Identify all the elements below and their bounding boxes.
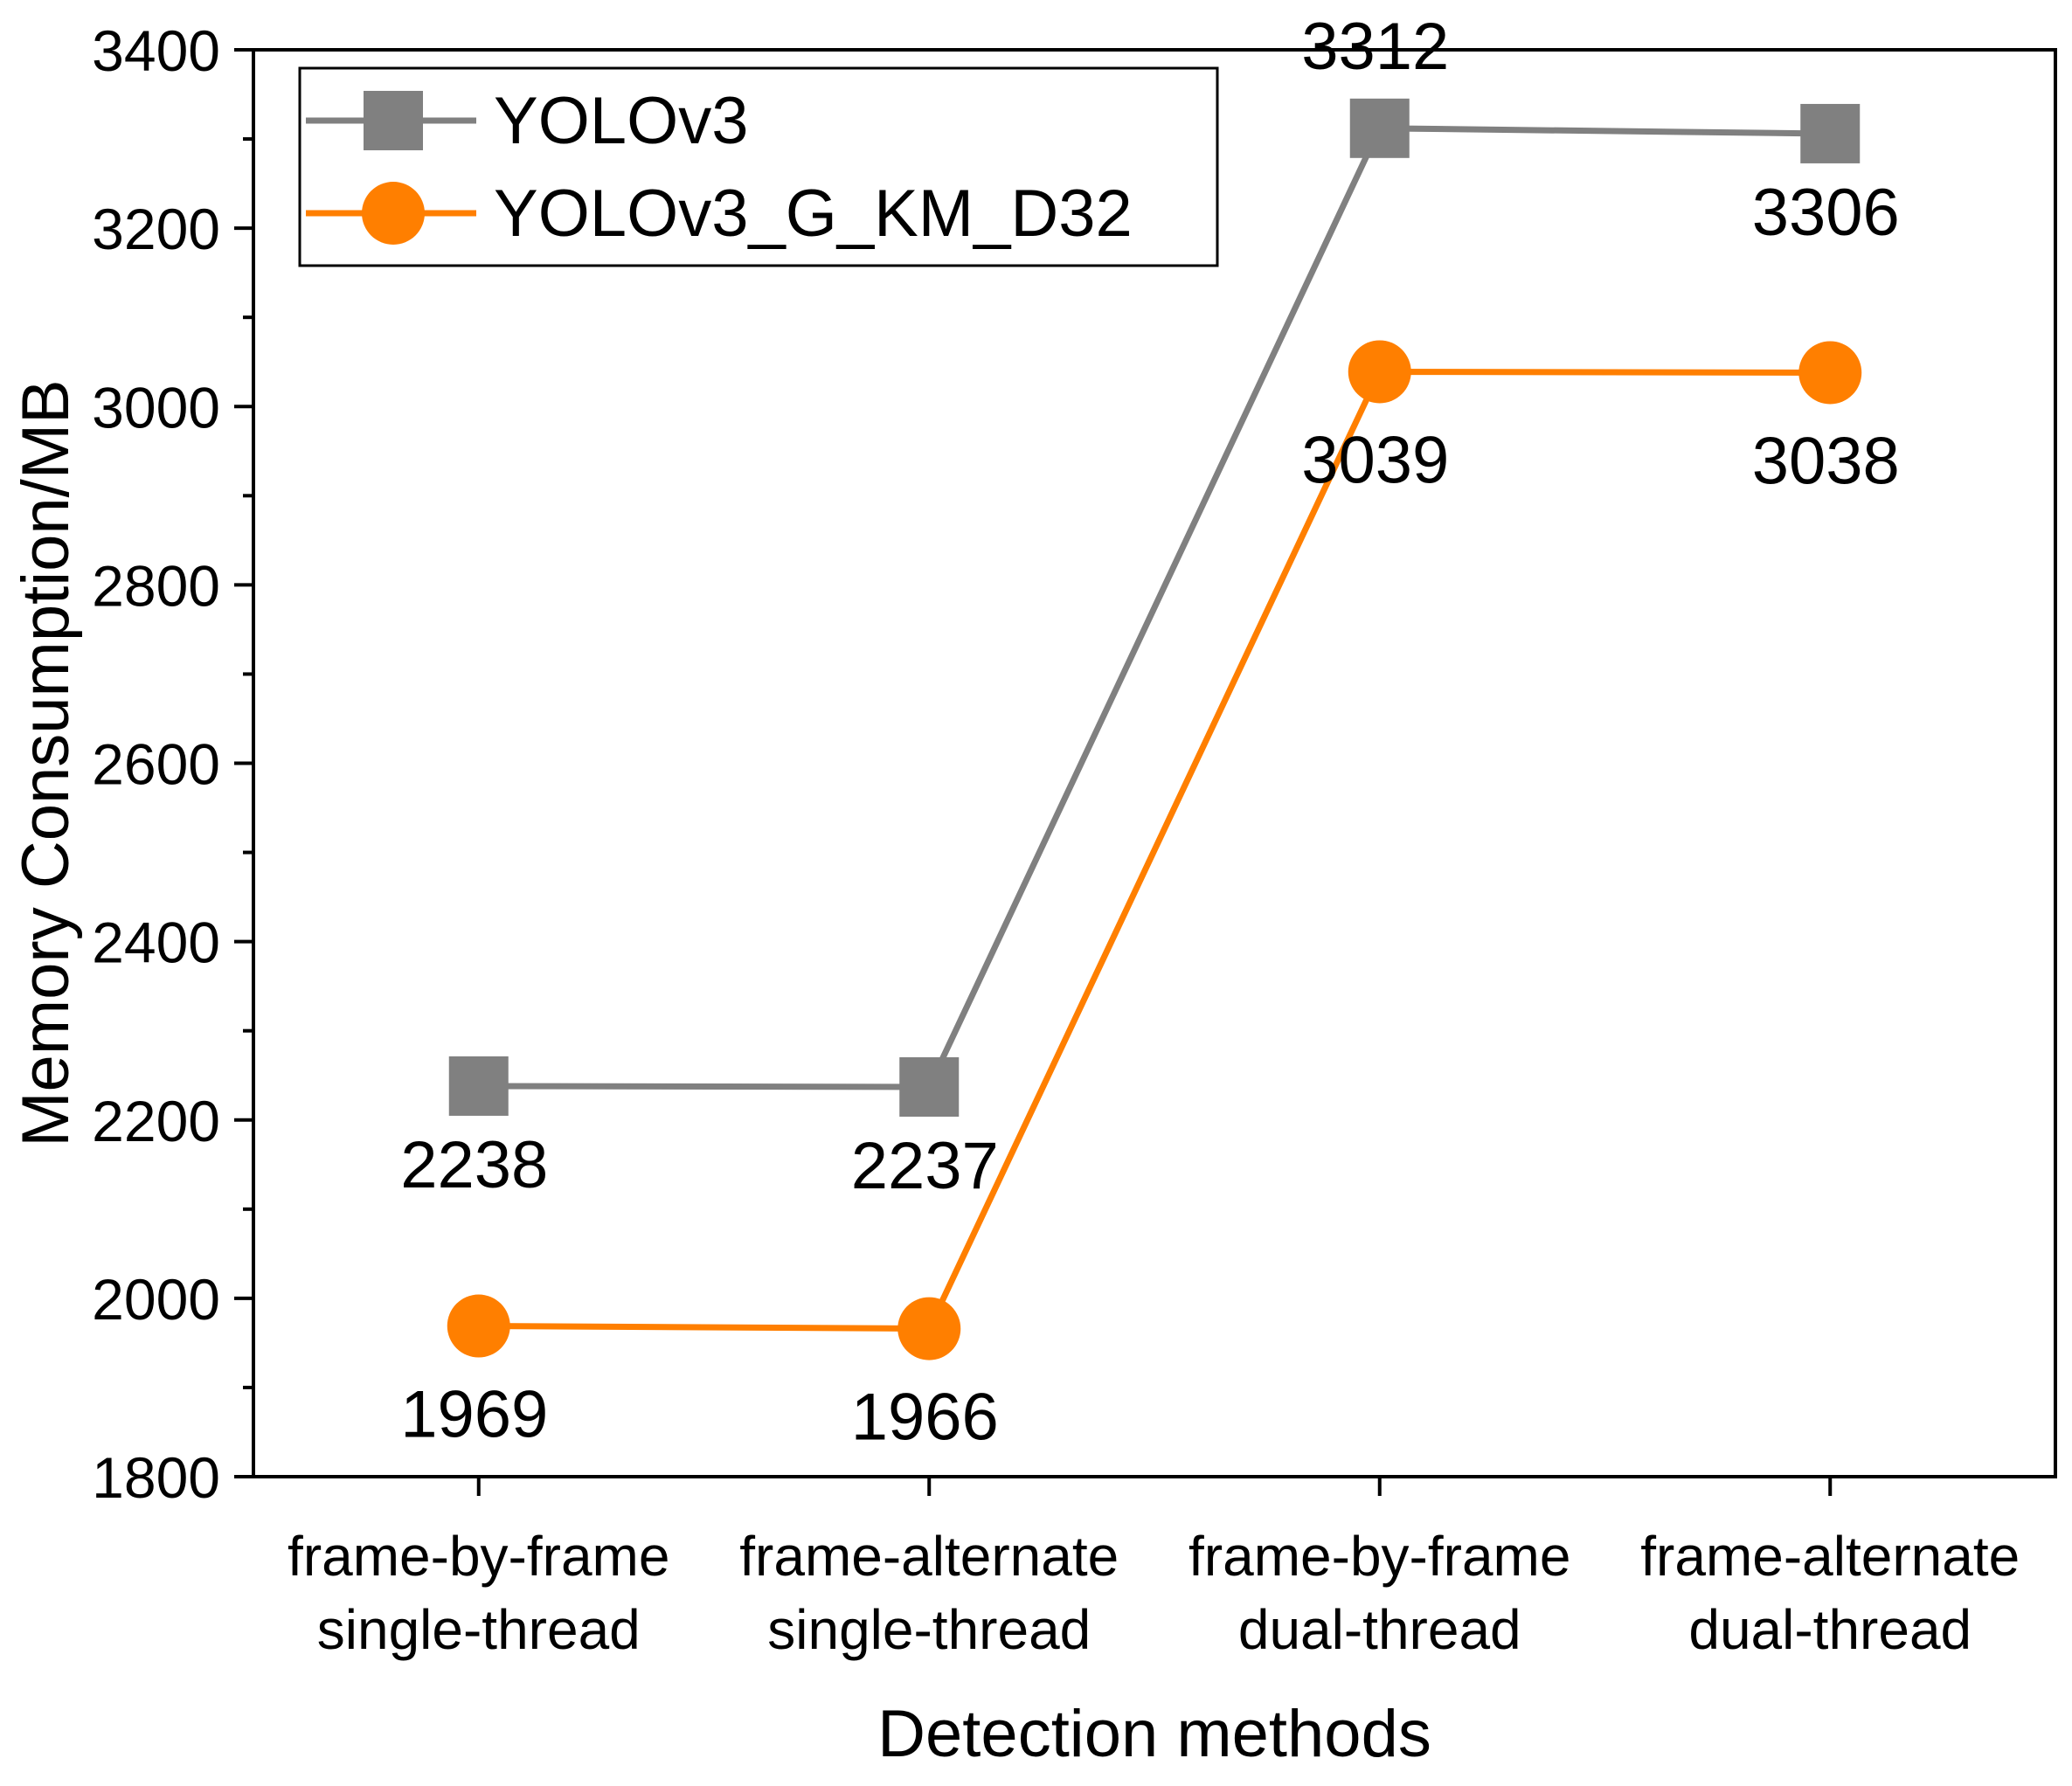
y-tick-label: 1800	[92, 1445, 220, 1510]
data-point-circle	[447, 1294, 510, 1358]
legend: YOLOv3 YOLOv3_G_KM_D32	[298, 66, 1219, 267]
x-tick-label: dual-thread	[1238, 1598, 1521, 1661]
x-tick-label: dual-thread	[1688, 1598, 1972, 1661]
legend-box	[298, 66, 1219, 267]
data-label: 2237	[851, 1129, 999, 1203]
y-tick-label: 3200	[92, 197, 220, 261]
y-tick-label: 2600	[92, 732, 220, 797]
legend-label: YOLOv3	[494, 84, 748, 158]
y-tick-label: 2800	[92, 553, 220, 618]
plot-series: 2238 2237 3312 3306 1969 1966 3039 3038	[400, 10, 1900, 1455]
y-tick-label: 2200	[92, 1089, 220, 1153]
x-tick-label: single-thread	[767, 1598, 1091, 1661]
x-tick-label: frame-by-frame	[288, 1525, 669, 1588]
data-point-square	[1800, 103, 1861, 163]
x-tick-label: single-thread	[317, 1598, 641, 1661]
y-tick-label: 2400	[92, 910, 220, 975]
x-tick-label: frame-alternate	[1640, 1525, 2020, 1588]
data-label: 2238	[400, 1128, 548, 1202]
data-point-square	[448, 1056, 509, 1116]
y-tick-label: 2000	[92, 1267, 220, 1332]
plot-frame	[252, 48, 2057, 1478]
y-axis-label: Memory Consumption/MB	[9, 379, 83, 1147]
series-line-yolov3	[478, 125, 1831, 1090]
legend-circle-icon	[362, 182, 425, 245]
data-point-circle	[1798, 341, 1862, 405]
y-tick-label: 3000	[92, 375, 220, 440]
series-line-yolov3_g_km_d32	[478, 368, 1831, 1333]
data-point-square	[1349, 98, 1410, 158]
data-label: 3039	[1301, 423, 1449, 497]
data-label: 3306	[1752, 176, 1900, 250]
data-point-circle	[897, 1297, 961, 1360]
y-tick-label: 3400	[92, 18, 220, 83]
data-label: 3038	[1752, 424, 1900, 498]
legend-label: YOLOv3_G_KM_D32	[494, 177, 1133, 251]
data-label: 1966	[851, 1381, 999, 1455]
y-axis: 1800 2000 2200 2400 2600 2800 3000 3200 3400	[92, 18, 253, 1510]
data-point-circle	[1348, 340, 1411, 404]
x-tick-label: frame-alternate	[739, 1525, 1119, 1588]
x-axis: frame-by-frame single-thread frame-alterna…	[288, 1477, 2020, 1661]
x-tick-label: frame-by-frame	[1188, 1525, 1570, 1588]
legend-square-icon	[364, 91, 423, 150]
data-label: 3312	[1301, 10, 1449, 84]
data-point-square	[899, 1056, 960, 1117]
x-axis-label: Detection methods	[877, 1697, 1431, 1771]
data-label: 1969	[400, 1378, 548, 1452]
